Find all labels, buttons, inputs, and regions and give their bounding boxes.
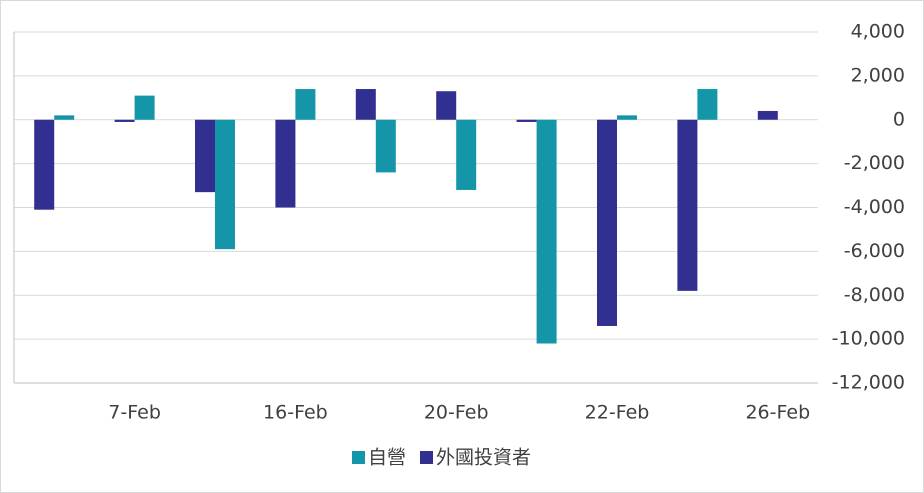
y-tick-label: -2,000 xyxy=(844,152,905,174)
x-tick-label: 22-Feb xyxy=(585,402,650,424)
bar xyxy=(677,119,698,291)
legend-swatch xyxy=(420,451,434,464)
x-tick-label: 26-Feb xyxy=(745,402,810,424)
y-tick-label: -6,000 xyxy=(844,240,905,262)
x-tick-label: 7-Feb xyxy=(108,402,161,424)
x-tick-label: 20-Feb xyxy=(424,402,489,424)
bar xyxy=(34,119,55,210)
bar xyxy=(536,119,557,344)
y-tick-label: -12,000 xyxy=(832,372,905,394)
bar xyxy=(617,115,637,120)
bar xyxy=(375,119,396,173)
y-tick-label: -8,000 xyxy=(844,284,905,306)
bar xyxy=(597,119,617,326)
bar xyxy=(134,95,155,120)
bar xyxy=(436,91,457,120)
bar xyxy=(355,89,376,120)
bar xyxy=(757,110,778,120)
bar xyxy=(697,89,718,120)
legend-label: 外國投資者 xyxy=(436,447,531,469)
y-tick-label: 0 xyxy=(893,108,905,130)
y-tick-label: -10,000 xyxy=(832,328,905,350)
legend-label: 自營 xyxy=(368,447,406,469)
y-tick-label: 4,000 xyxy=(851,21,905,43)
bar xyxy=(54,115,75,120)
y-tick-label: 2,000 xyxy=(851,64,905,86)
bar xyxy=(295,89,316,120)
bar xyxy=(114,119,135,122)
bar xyxy=(275,119,296,208)
y-tick-label: -4,000 xyxy=(844,196,905,218)
bar xyxy=(215,119,235,250)
bar xyxy=(195,119,215,193)
bar xyxy=(516,119,537,122)
x-tick-label: 16-Feb xyxy=(263,402,328,424)
bar xyxy=(456,119,477,190)
legend-swatch xyxy=(352,451,365,464)
